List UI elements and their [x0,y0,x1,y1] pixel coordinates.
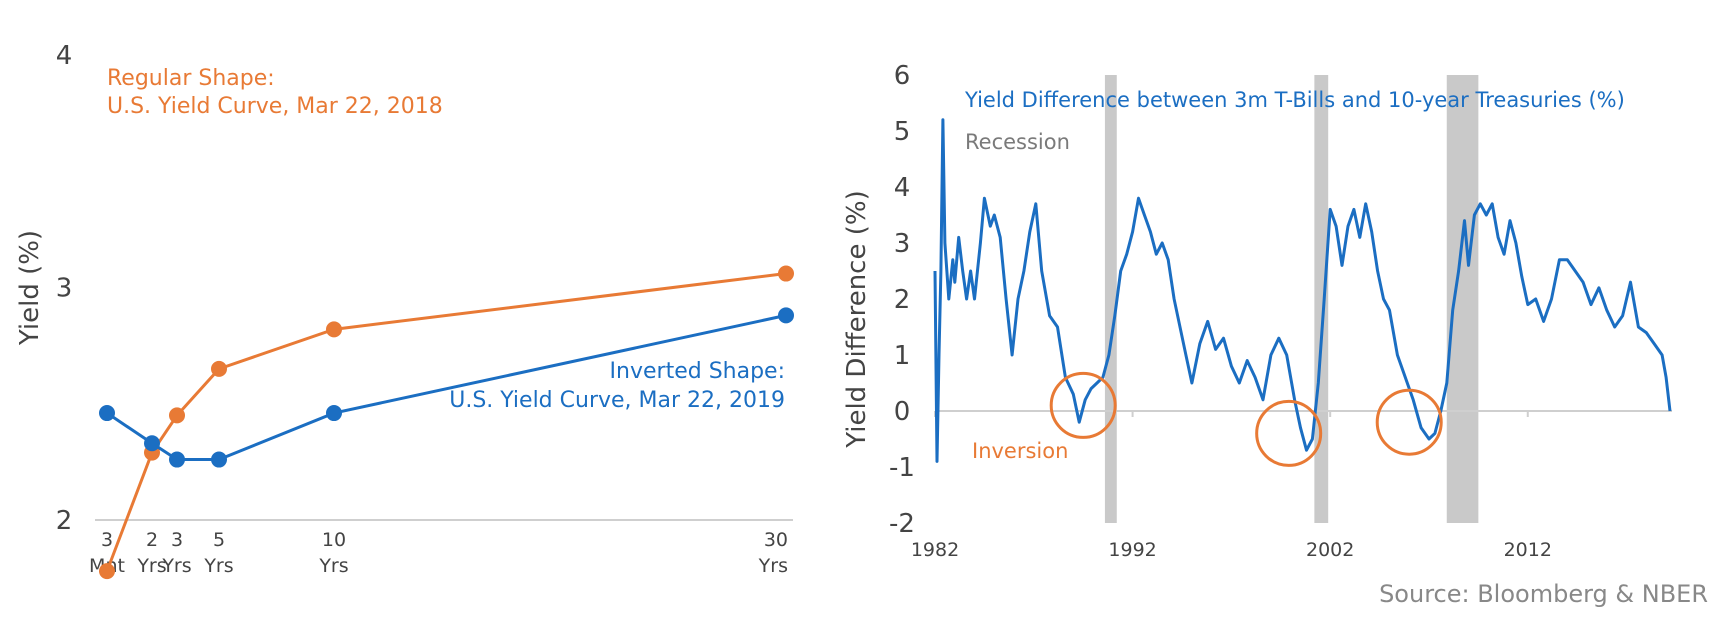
source-note: Source: Bloomberg & NBER [1379,580,1708,608]
regular-shape-label: Regular Shape: [107,66,275,91]
recession-label: Recession [965,130,1070,154]
inverted-shape-label: Inverted Shape: [610,359,785,384]
x-tick-sublabel: Yrs [318,555,348,577]
y-tick-label: -2 [889,509,915,539]
y-tick-label: 0 [894,397,911,427]
inverted-curve-point [144,435,160,452]
x-tick-label: 10 [322,529,346,551]
inverted-curve-point [169,451,185,468]
x-tick-label: 1982 [911,539,959,561]
x-tick-sublabel: Yrs [203,555,233,577]
yield-difference-line [933,118,1672,463]
y-tick-label: 1 [894,341,911,371]
y-tick-label: 6 [894,61,911,91]
y-tick-label: 3 [894,229,911,259]
recession-band [1314,75,1329,523]
regular-shape-sublabel: U.S. Yield Curve, Mar 22, 2018 [107,94,443,119]
inverted-curve-point [99,405,115,422]
y-axis-label: Yield Difference (%) [842,190,872,448]
inverted-curve-point [326,405,342,422]
inversion-label: Inversion [972,439,1068,463]
regular-curve-point [169,407,185,424]
x-tick-label: 2 [146,529,158,551]
inverted-curve-point [778,307,794,324]
y-tick-label: 2 [56,506,73,536]
y-tick-label: 3 [56,274,73,304]
y-tick-label: 4 [56,41,73,71]
yield-difference-chart: -2 -1 0 1 2 3 4 5 6 1982 1992 2002 2012 Yield Differe… [842,61,1672,561]
regular-curve-point [326,321,342,338]
inverted-curve-line [106,313,787,462]
x-tick-label: 3 [101,529,113,551]
recession-band [1446,75,1479,523]
x-tick-label: 2002 [1306,539,1354,561]
regular-curve-line [105,272,787,572]
x-tick-label: 3 [171,529,183,551]
regular-curve-point [99,563,115,580]
y-tick-label: 5 [894,117,911,147]
recession-band [1104,75,1117,523]
inverted-curve-point [211,451,227,468]
inverted-shape-sublabel: U.S. Yield Curve, Mar 22, 2019 [449,388,785,413]
inversion-circle [1255,399,1323,467]
x-tick-sublabel: Yrs [758,555,788,577]
regular-curve-point [778,265,794,282]
x-tick-label: 1992 [1108,539,1156,561]
x-tick-label: 30 [764,529,788,551]
regular-curve-point [211,360,227,377]
x-tick-label: 5 [213,529,225,551]
x-tick-sublabel: Yrs [136,555,166,577]
y-tick-label: 2 [894,285,911,315]
x-tick-sublabel: Yrs [161,555,191,577]
chart-title: Yield Difference between 3m T-Bills and … [964,88,1625,112]
y-axis-label: Yield (%) [15,230,45,346]
y-tick-label: -1 [889,453,915,483]
y-tick-label: 4 [894,173,911,203]
inversion-circle [1049,371,1117,439]
inversion-circle [1375,388,1443,456]
x-tick-label: 2012 [1504,539,1552,561]
